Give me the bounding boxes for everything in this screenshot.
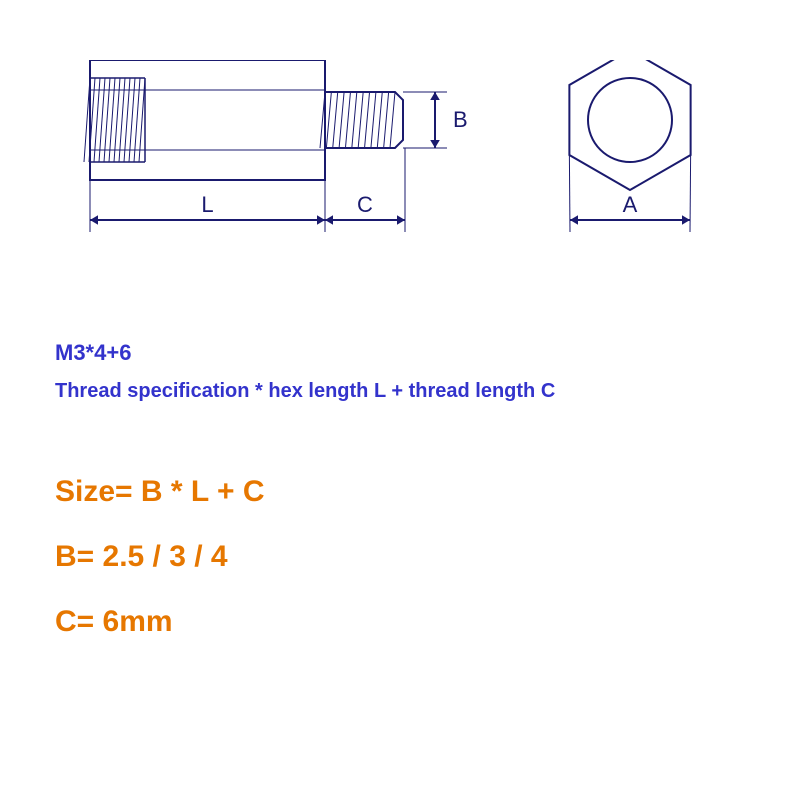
svg-text:A: A <box>623 192 638 217</box>
b-values: B= 2.5 / 3 / 4 <box>55 540 228 574</box>
spec-description: Thread specification * hex length L + th… <box>55 380 555 403</box>
standoff-diagram-svg: L C B A <box>60 60 740 280</box>
spec-title: M3*4+6 <box>55 340 131 366</box>
size-formula: Size= B * L + C <box>55 475 265 509</box>
svg-text:L: L <box>201 192 213 217</box>
svg-text:C: C <box>357 192 373 217</box>
c-value: C= 6mm <box>55 605 173 639</box>
technical-diagram: L C B A <box>60 60 740 280</box>
svg-text:B: B <box>453 107 468 132</box>
